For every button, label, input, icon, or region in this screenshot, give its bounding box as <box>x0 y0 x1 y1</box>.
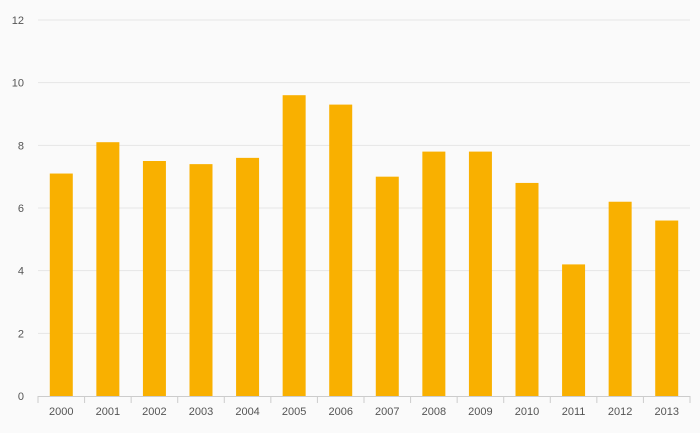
x-tick-label: 2011 <box>562 406 586 418</box>
y-tick-label: 6 <box>18 203 24 215</box>
bar-2007 <box>375 176 399 396</box>
x-tick-label: 2008 <box>422 406 446 418</box>
y-tick-label: 4 <box>18 266 24 278</box>
y-axis-ticks: 0 2 4 6 8 10 12 <box>12 15 24 403</box>
x-tick-label: 2004 <box>235 406 259 418</box>
x-tick-label: 2003 <box>189 406 213 418</box>
x-tick-label: 2001 <box>96 406 120 418</box>
x-axis-ticks: 2000 2001 2002 2003 2004 2005 2006 2007 2008 2009… <box>49 406 679 418</box>
bar-2012 <box>608 201 632 396</box>
bar-2006 <box>329 104 353 396</box>
y-tick-label: 2 <box>18 328 24 340</box>
bar-2002 <box>142 161 166 396</box>
x-tick-label: 2013 <box>654 406 678 418</box>
bar-2003 <box>189 164 213 396</box>
bar-2010 <box>515 182 539 396</box>
bar-2009 <box>468 151 492 396</box>
bar-2013 <box>655 220 679 396</box>
x-tick-label: 2009 <box>468 406 492 418</box>
gridlines <box>38 19 690 334</box>
x-tick-label: 2000 <box>49 406 73 418</box>
x-tick-label: 2007 <box>375 406 399 418</box>
x-tick-label: 2005 <box>282 406 306 418</box>
x-axis <box>37 396 691 403</box>
x-tick-label: 2012 <box>608 406 632 418</box>
y-tick-label: 10 <box>12 78 24 90</box>
bar-2005 <box>282 95 306 396</box>
bar-2004 <box>236 157 260 396</box>
y-tick-label: 0 <box>18 391 24 403</box>
bar-2001 <box>96 142 120 396</box>
x-tick-label: 2010 <box>515 406 539 418</box>
bar-2011 <box>562 264 586 396</box>
x-tick-label: 2006 <box>328 406 352 418</box>
bars <box>49 95 679 396</box>
y-tick-label: 12 <box>12 15 24 27</box>
bar-2008 <box>422 151 446 396</box>
y-tick-label: 8 <box>18 140 24 152</box>
bar-2000 <box>49 173 73 396</box>
x-tick-label: 2002 <box>142 406 166 418</box>
